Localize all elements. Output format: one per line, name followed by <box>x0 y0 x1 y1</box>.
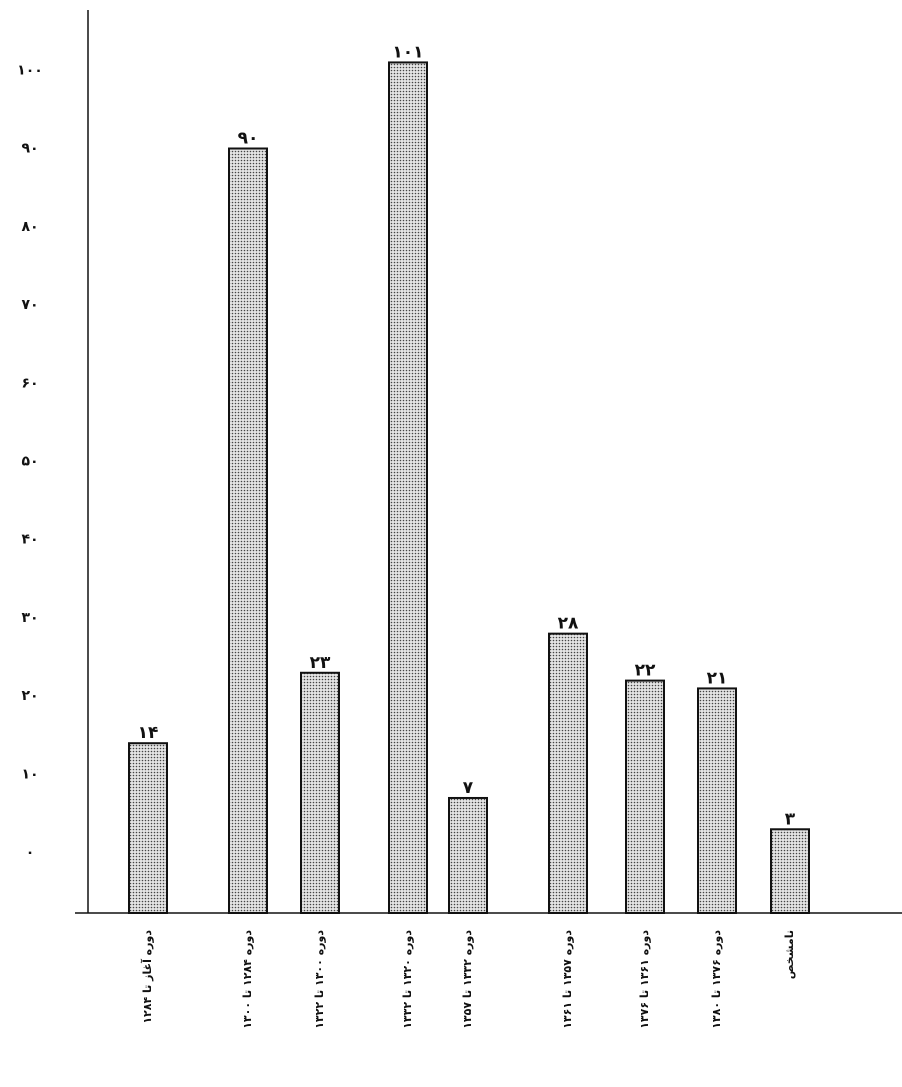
bar <box>548 632 588 914</box>
bar <box>448 796 488 915</box>
bar <box>697 687 737 915</box>
bar <box>625 679 665 915</box>
y-tick-label: ۷۰ <box>21 297 38 313</box>
bar <box>300 671 340 914</box>
value-label: ۷ <box>463 778 474 798</box>
y-tick-label: ۲۰ <box>21 688 38 704</box>
x-tick-label: دوره ۱۳۰۰ تا ۱۳۲۲ <box>313 930 326 1029</box>
x-tick-label: دوره ۱۳۵۷ تا ۱۳۶۱ <box>561 930 574 1029</box>
y-tick-label: ۰ <box>26 845 35 861</box>
y-tick-label: ۴۰ <box>21 532 38 548</box>
y-tick-label: ۱۰۰ <box>17 62 43 78</box>
bar <box>388 61 428 915</box>
y-tick-label: ۹۰ <box>21 141 38 157</box>
bar <box>770 828 810 914</box>
x-tick-label: دوره آغاز تا ۱۲۸۴ <box>140 930 154 1024</box>
x-tick-label: دوره ۱۳۲۰ تا ۱۳۳۲ <box>401 930 414 1029</box>
y-tick-label: ۱۰ <box>21 766 38 782</box>
value-label: ۲۲ <box>635 661 656 681</box>
y-tick-label: ۸۰ <box>21 219 38 235</box>
y-tick-label: ۳۰ <box>21 610 38 626</box>
value-label: ۱۴ <box>138 723 159 743</box>
x-tick-label: دوره ۱۲۸۴ تا ۱۳۰۰ <box>241 930 254 1029</box>
value-label: ۲۸ <box>558 614 579 634</box>
bar <box>128 742 168 914</box>
y-tick-label: ۶۰ <box>21 375 38 391</box>
value-label: ۹۰ <box>238 129 259 149</box>
x-tick-label: دوره ۱۳۶۱ تا ۱۳۷۶ <box>638 930 651 1029</box>
x-tick-label: دوره ۱۳۷۶ تا ۱۳۸۰ <box>710 930 723 1029</box>
bar <box>228 147 268 915</box>
x-tick-label: نامشخص <box>783 930 796 979</box>
value-label: ۲۱ <box>707 668 728 688</box>
y-tick-label: ۵۰ <box>21 454 38 470</box>
value-label: ۲۳ <box>310 653 331 673</box>
x-tick-label: دوره ۱۳۳۲ تا ۱۳۵۷ <box>461 930 474 1029</box>
value-label: ۱۰۱ <box>392 42 423 62</box>
value-label: ۳ <box>785 809 796 829</box>
